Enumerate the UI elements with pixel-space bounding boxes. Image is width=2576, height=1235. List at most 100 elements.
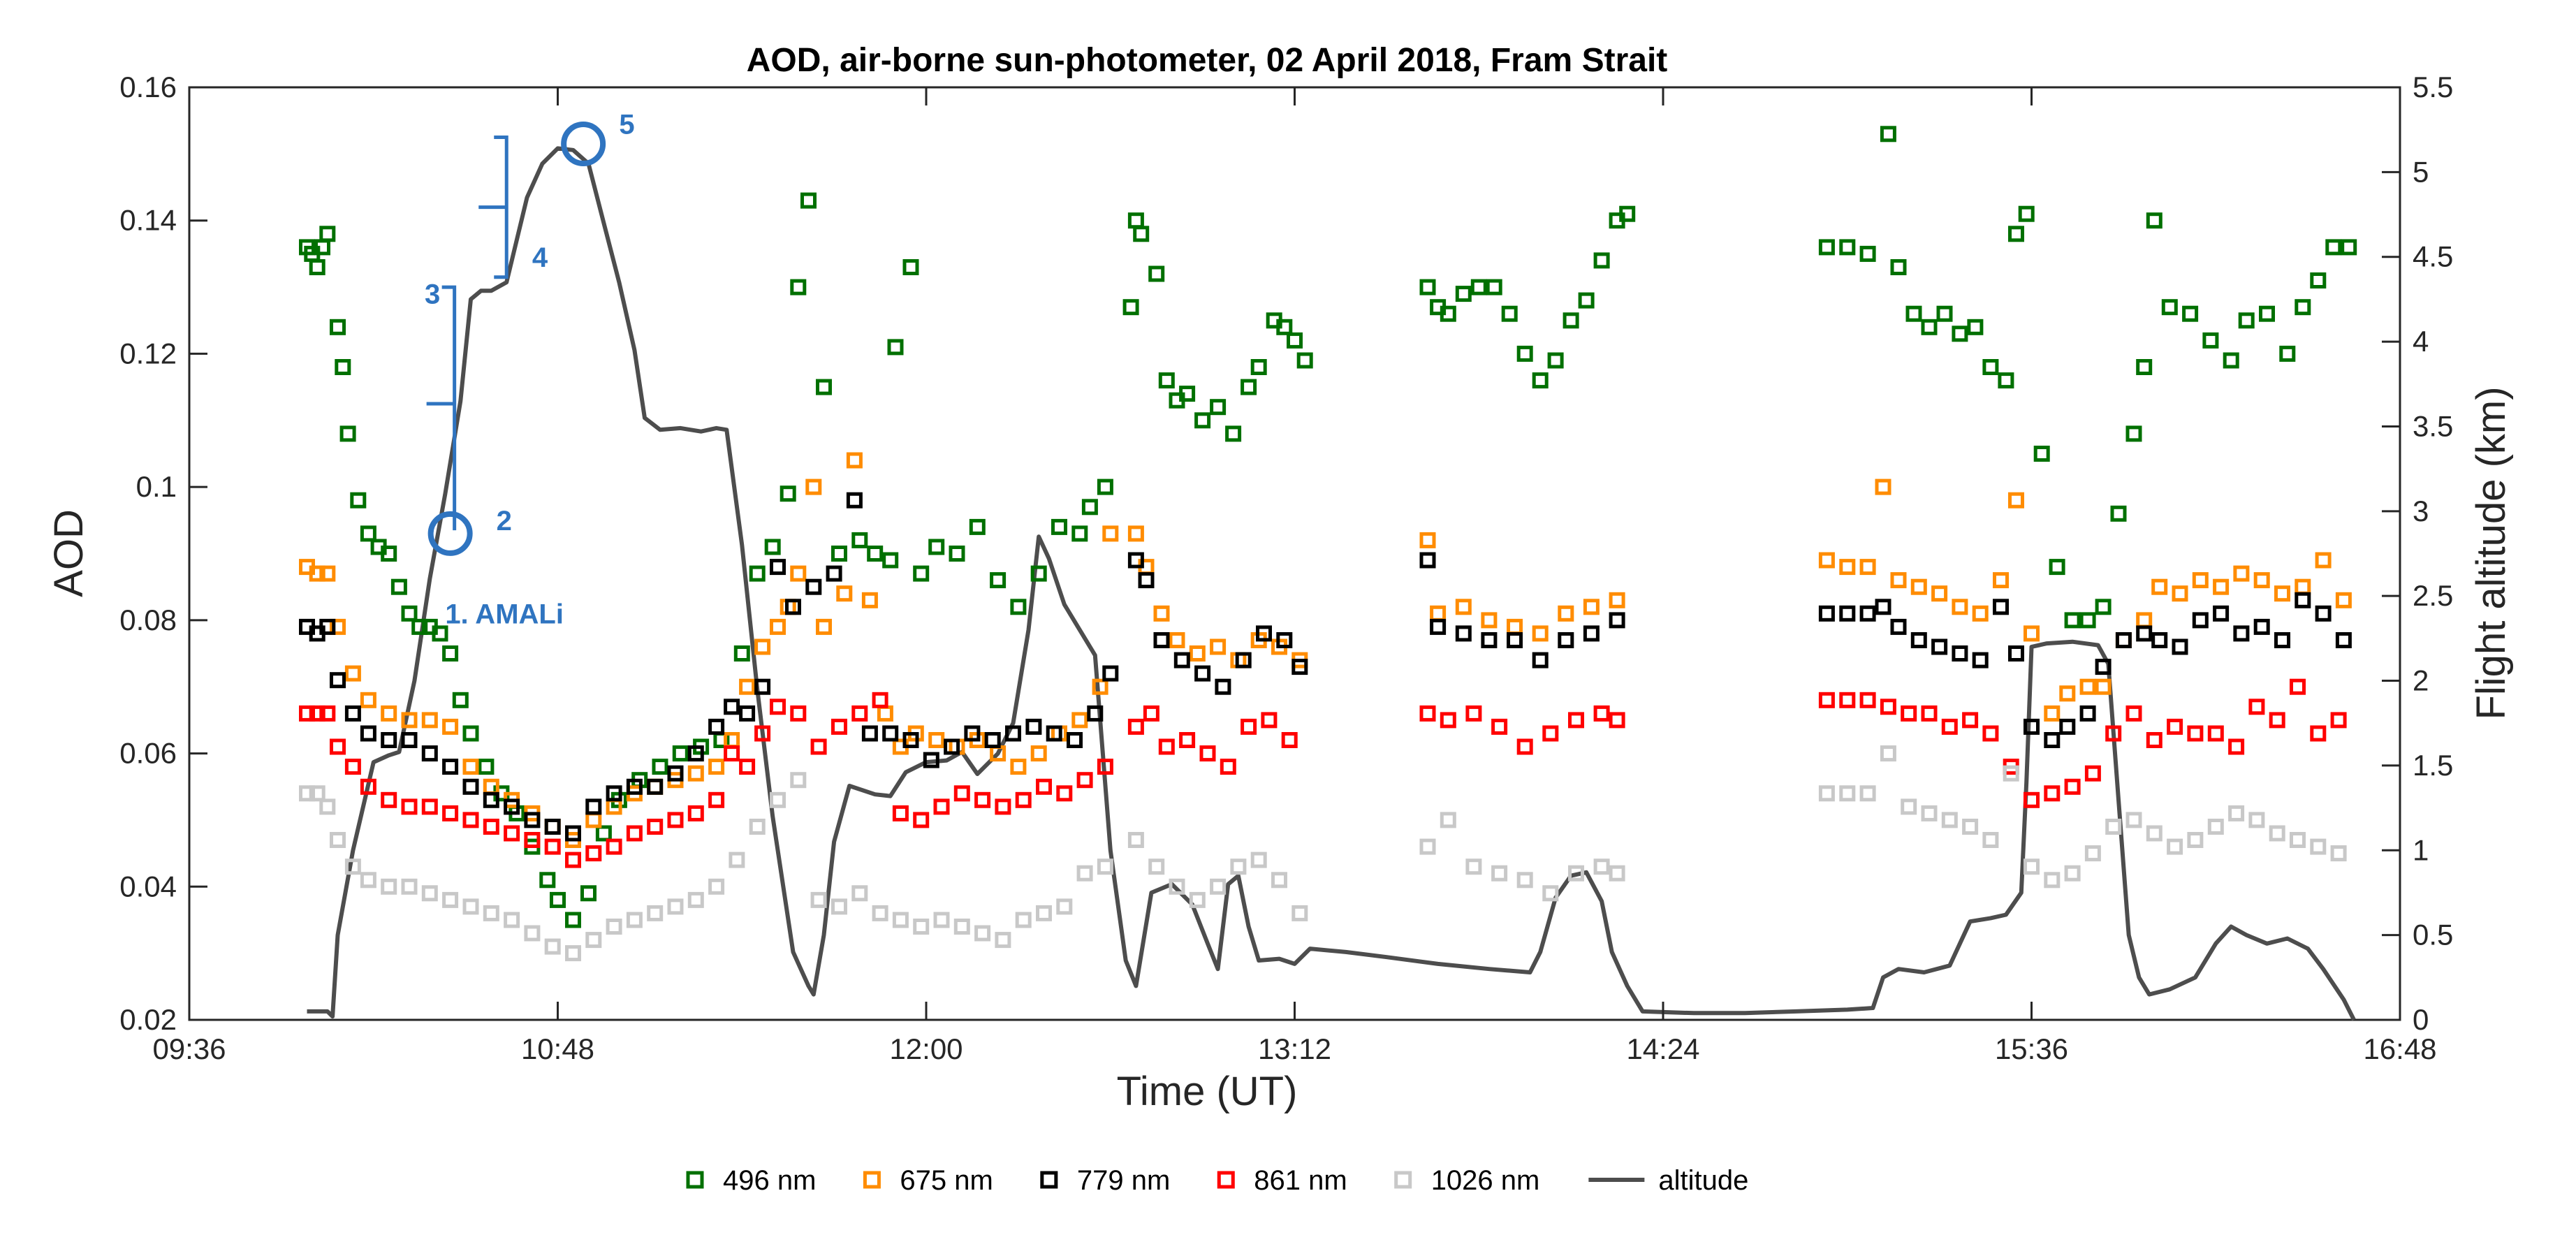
data-point xyxy=(969,518,986,535)
data-point xyxy=(2136,625,2153,642)
data-point xyxy=(504,912,520,928)
data-point xyxy=(2044,785,2061,802)
data-point xyxy=(2136,359,2153,375)
data-point xyxy=(647,778,664,795)
data-point xyxy=(1169,632,1185,648)
data-point xyxy=(504,798,520,815)
data-point xyxy=(1516,872,1533,889)
data-point xyxy=(2095,678,2112,695)
data-point xyxy=(2223,352,2239,369)
data-point xyxy=(1127,718,1144,735)
data-point xyxy=(2151,578,2168,595)
data-point xyxy=(344,665,361,682)
data-point xyxy=(401,712,418,729)
data-point xyxy=(1199,745,1216,762)
series-line-altitude xyxy=(307,146,2356,1021)
data-point xyxy=(1470,279,1487,295)
data-point xyxy=(442,718,459,735)
data-point xyxy=(1818,692,1835,708)
data-point xyxy=(2335,632,2352,648)
data-point xyxy=(524,832,541,848)
data-point xyxy=(421,798,438,815)
series-1026-nm xyxy=(299,745,2347,962)
data-point xyxy=(1127,525,1144,542)
data-point xyxy=(892,805,909,821)
data-point xyxy=(1901,798,1917,815)
data-point xyxy=(1056,785,1073,802)
data-point xyxy=(1133,226,1150,242)
data-point xyxy=(1839,239,1856,256)
data-point xyxy=(1215,678,1231,695)
y2-tick-label: 3 xyxy=(2413,495,2429,527)
data-point xyxy=(1430,618,1447,635)
data-point xyxy=(1921,805,1938,821)
data-point xyxy=(887,339,904,356)
data-point xyxy=(2228,738,2245,755)
data-point xyxy=(2315,552,2332,569)
data-point xyxy=(1982,359,1999,375)
data-point xyxy=(831,546,847,562)
data-point xyxy=(2310,272,2327,288)
data-point xyxy=(421,745,438,762)
data-point xyxy=(733,645,750,662)
data-point xyxy=(1952,599,1968,615)
data-point xyxy=(913,565,930,582)
data-point xyxy=(462,812,479,828)
data-point xyxy=(831,718,847,735)
legend-marker xyxy=(1394,1171,1412,1189)
data-point xyxy=(1859,605,1876,622)
data-point xyxy=(1148,265,1165,282)
data-point xyxy=(882,552,899,569)
data-point xyxy=(335,359,351,375)
data-point xyxy=(1169,878,1185,895)
data-point xyxy=(2008,645,2024,662)
data-point xyxy=(764,539,781,555)
data-point xyxy=(1143,705,1159,722)
data-point xyxy=(1455,286,1472,302)
data-point xyxy=(708,791,725,808)
data-point xyxy=(872,905,888,921)
data-point xyxy=(1071,525,1088,542)
data-point xyxy=(1952,645,1968,662)
data-point xyxy=(1931,638,1948,655)
data-point xyxy=(892,912,909,928)
data-point xyxy=(1910,632,1927,648)
data-point xyxy=(1158,372,1175,389)
data-point xyxy=(401,605,418,622)
data-point xyxy=(2335,592,2352,608)
legend-label: 1026 nm xyxy=(1431,1165,1540,1196)
y2-tick-label: 2.5 xyxy=(2413,579,2453,612)
data-point xyxy=(390,578,407,595)
data-point xyxy=(544,838,561,855)
data-point xyxy=(2248,699,2265,715)
data-point xyxy=(401,732,418,748)
data-point xyxy=(1880,126,1896,142)
data-point xyxy=(687,891,704,908)
data-point xyxy=(2115,632,2132,648)
data-point xyxy=(790,705,807,722)
data-point xyxy=(2110,505,2127,522)
data-point xyxy=(1859,559,1876,576)
data-point xyxy=(1890,259,1907,275)
data-point xyxy=(2172,585,2188,602)
data-point xyxy=(544,938,561,955)
data-point xyxy=(2024,858,2040,875)
data-point xyxy=(1194,665,1211,682)
data-point xyxy=(790,772,807,789)
data-point xyxy=(1097,478,1113,495)
data-point xyxy=(1890,618,1907,635)
data-point xyxy=(2310,725,2327,742)
data-point xyxy=(1440,812,1456,828)
data-point xyxy=(2269,825,2285,842)
data-point xyxy=(974,925,991,942)
data-point xyxy=(309,565,325,582)
data-point xyxy=(1276,319,1293,335)
chart-title: AOD, air-borne sun-photometer, 02 April … xyxy=(747,42,1668,79)
data-point xyxy=(1010,599,1027,615)
data-point xyxy=(1921,319,1938,335)
data-point xyxy=(1046,725,1062,742)
data-point xyxy=(1542,885,1559,902)
y2-tick-label: 0 xyxy=(2413,1003,2429,1036)
data-point xyxy=(1076,772,1093,789)
data-point xyxy=(1818,785,1835,802)
